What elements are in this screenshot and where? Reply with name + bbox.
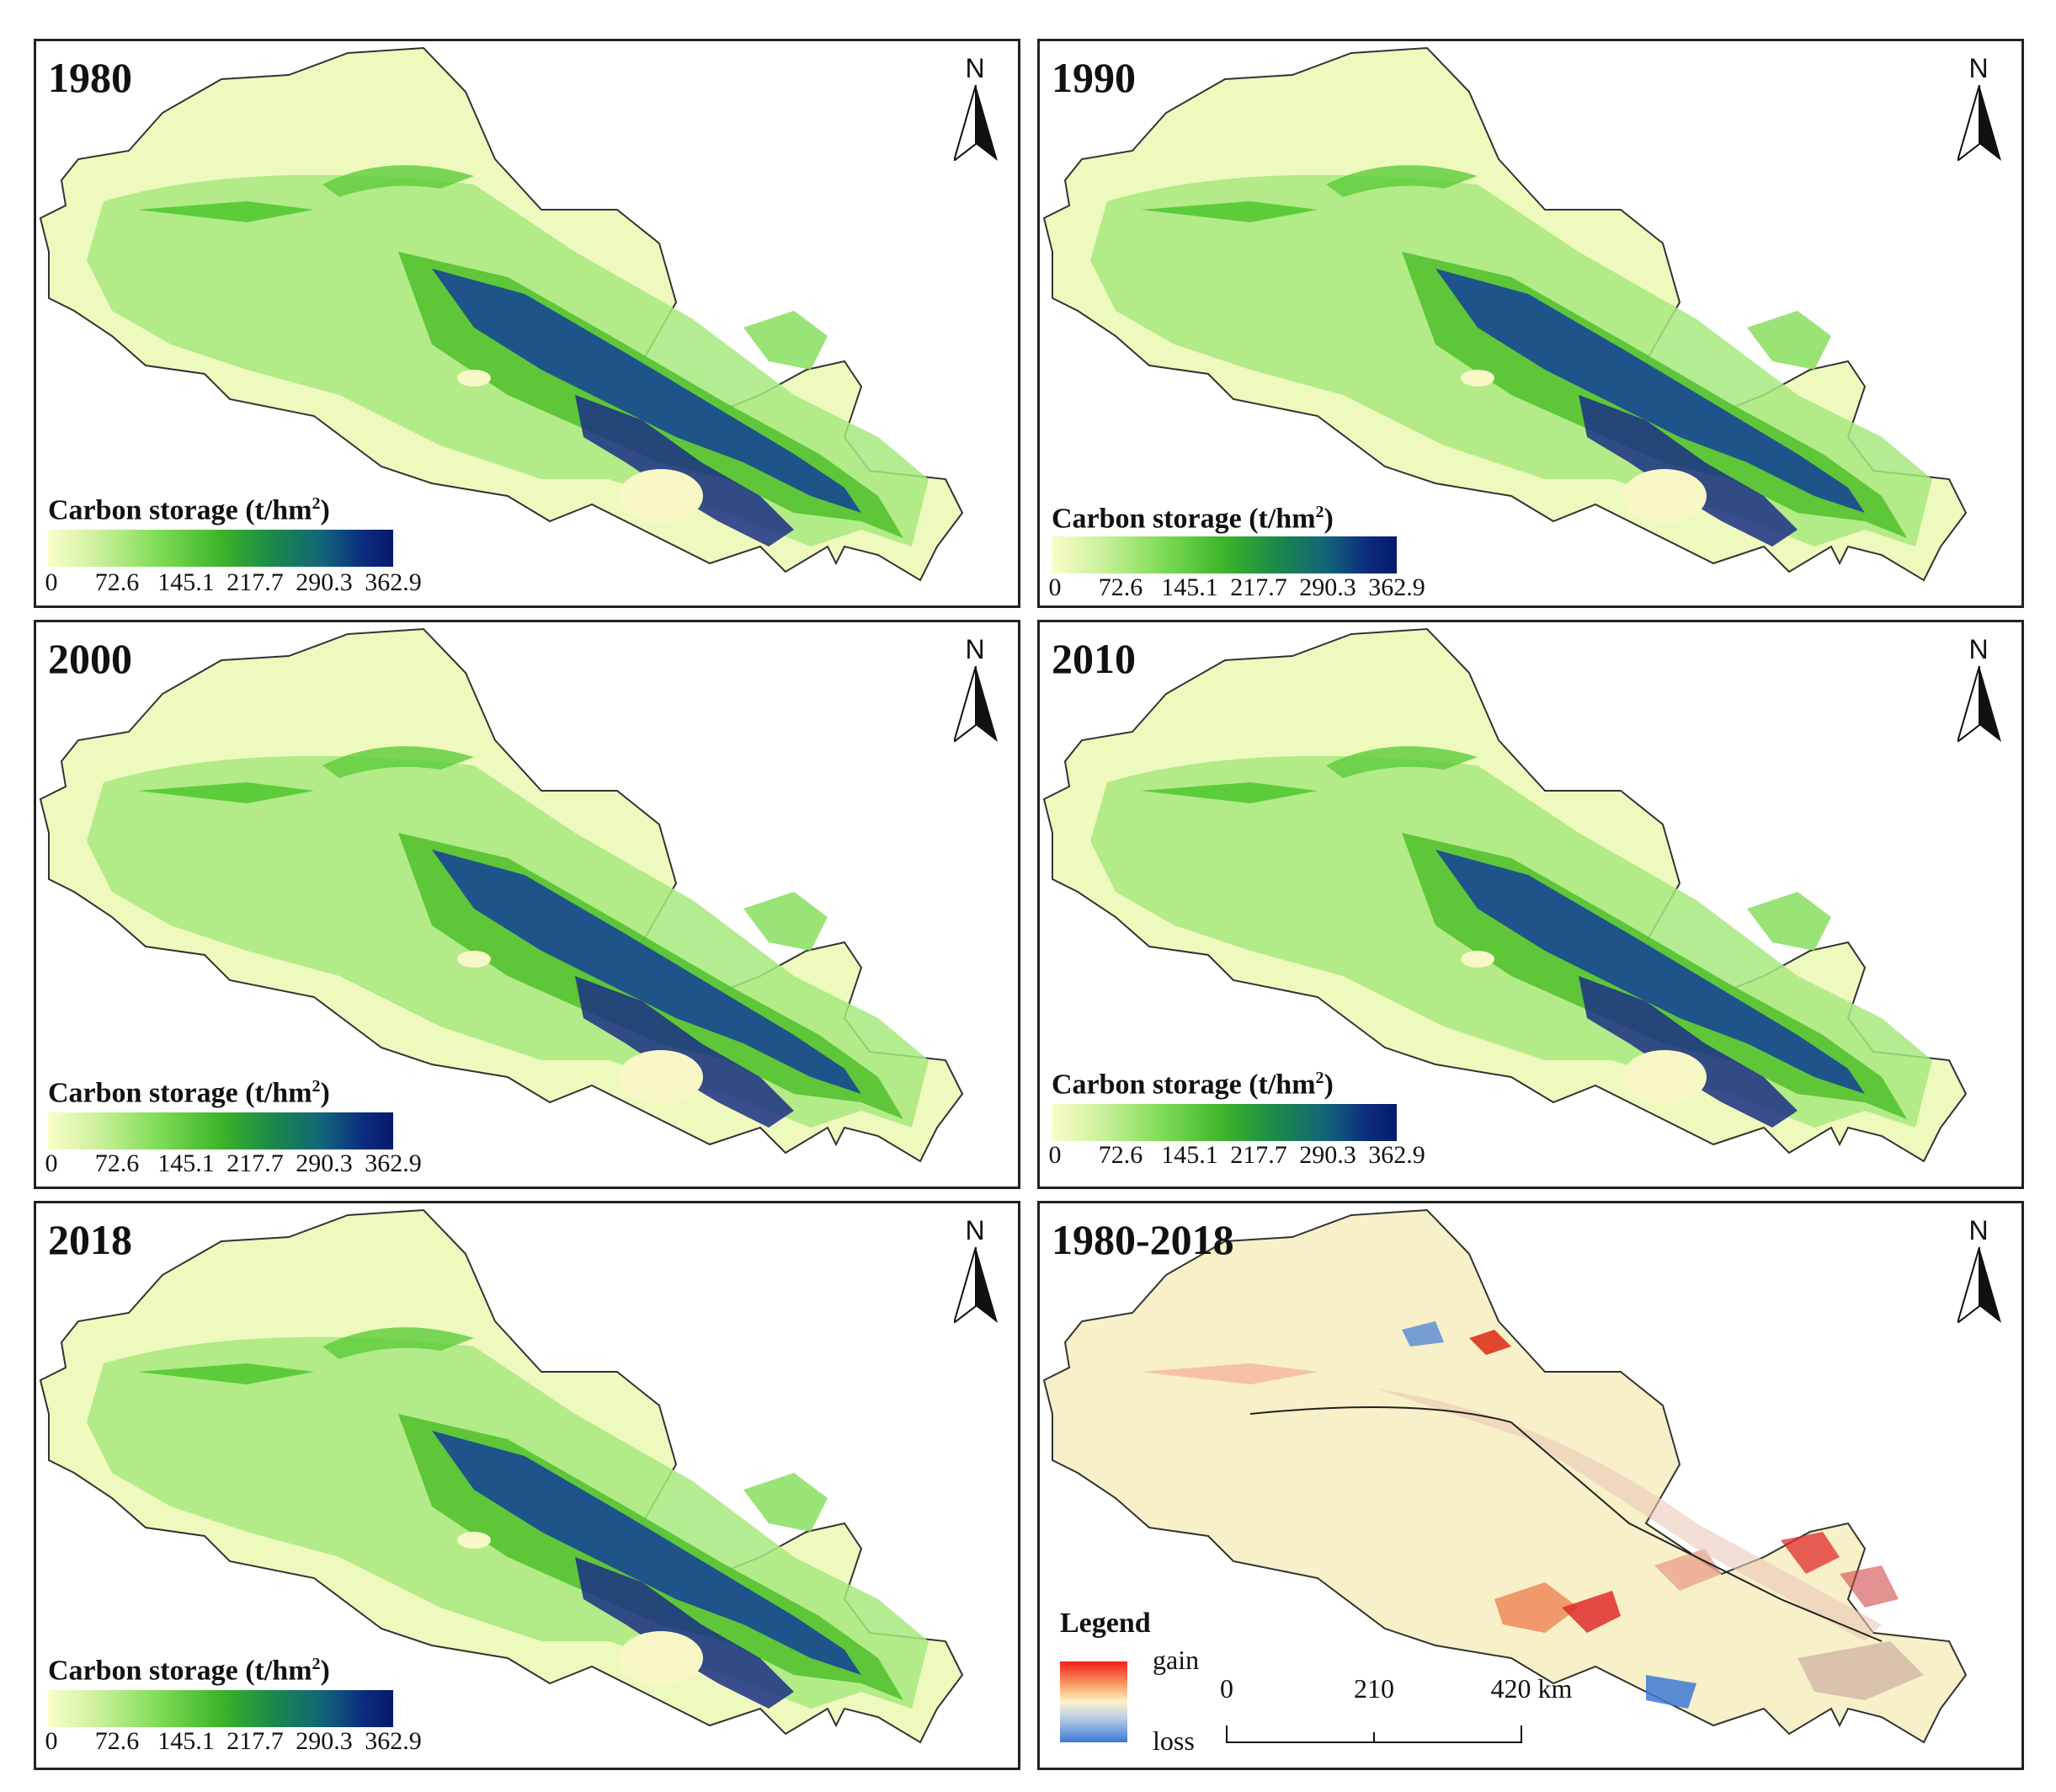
legend-tick: 72.6 [94, 1149, 140, 1177]
legend-tick: 145.1 [157, 1727, 215, 1755]
legend-title: Carbon storage (t/hm2) [48, 494, 330, 526]
legend-tick: 0 [1048, 573, 1062, 601]
legend-color-ramp [1052, 1104, 1397, 1141]
map-panel-change: 1980-2018 N Legend gain loss 0 210 420 k… [1037, 1201, 2024, 1770]
legend-tick: 0 [45, 1149, 58, 1177]
north-arrow-icon: N [1949, 53, 2008, 163]
panel-year-label: 2010 [1052, 635, 1136, 682]
legend-tick: 145.1 [1161, 573, 1218, 601]
scale-bar [1226, 1725, 1522, 1743]
legend-tick: 290.3 [1299, 573, 1356, 601]
north-arrow-icon: N [1949, 1215, 2008, 1325]
legend-tick: 217.7 [1230, 1141, 1287, 1169]
legend-title: Carbon storage (t/hm2) [1052, 1069, 1334, 1101]
map-panel-1990: 1990 N Carbon storage (t/hm2) 0 72.6 145… [1037, 39, 2024, 608]
map-panel-1980: 1980 N Carbon storage (t/hm2) 0 72.6 145… [34, 39, 1020, 608]
legend-tick: 362.9 [365, 568, 422, 596]
legend-tick: 145.1 [1161, 1141, 1218, 1169]
legend-tick: 72.6 [94, 568, 140, 596]
legend-tick: 145.1 [157, 568, 215, 596]
scale-label: 420 km [1490, 1673, 1573, 1704]
legend-tick: 217.7 [1230, 573, 1287, 601]
legend-title: Carbon storage (t/hm2) [1052, 503, 1334, 535]
legend-tick: 362.9 [1368, 1141, 1425, 1169]
north-arrow-icon: N [1949, 634, 2008, 744]
legend-tick: 217.7 [226, 1149, 284, 1177]
legend-tick: 0 [45, 568, 58, 596]
carbon-storage-map-2010 [1043, 628, 1967, 1162]
legend-tick: 0 [45, 1727, 58, 1755]
legend-color-ramp [48, 530, 393, 567]
legend-color-ramp [1052, 536, 1397, 573]
scale-label: 210 [1354, 1673, 1394, 1704]
legend-tick: 290.3 [296, 1727, 353, 1755]
legend-title: Carbon storage (t/hm2) [48, 1077, 330, 1109]
legend-title: Carbon storage (t/hm2) [48, 1655, 330, 1687]
legend-tick: 362.9 [365, 1727, 422, 1755]
gain-label: gain [1153, 1645, 1200, 1675]
map-panel-2010: 2010 N Carbon storage (t/hm2) 0 72.6 145… [1037, 620, 2024, 1189]
loss-label: loss [1153, 1725, 1195, 1756]
north-arrow-icon: N [945, 53, 1004, 163]
legend-tick: 290.3 [296, 1149, 353, 1177]
map-panel-2018: 2018 N Carbon storage (t/hm2) 0 72.6 145… [34, 1201, 1020, 1770]
legend-tick: 217.7 [226, 1727, 284, 1755]
legend-tick: 362.9 [365, 1149, 422, 1177]
legend-tick: 72.6 [1098, 573, 1143, 601]
legend-tick: 290.3 [1299, 1141, 1356, 1169]
change-color-ramp [1060, 1661, 1127, 1742]
legend-tick: 0 [1048, 1141, 1062, 1169]
legend-color-ramp [48, 1690, 393, 1727]
panel-year-label: 1990 [1052, 54, 1136, 101]
legend-color-ramp [48, 1112, 393, 1149]
panel-year-label: 2018 [48, 1216, 132, 1263]
legend-tick: 145.1 [157, 1149, 215, 1177]
scale-label: 0 [1220, 1673, 1233, 1704]
legend-tick: 72.6 [1098, 1141, 1143, 1169]
legend-tick: 217.7 [226, 568, 284, 596]
north-arrow-icon: N [945, 1215, 1004, 1325]
panel-year-label: 1980 [48, 54, 132, 101]
panel-year-label: 2000 [48, 635, 132, 682]
legend-tick: 72.6 [94, 1727, 140, 1755]
change-legend-title: Legend [1060, 1608, 1151, 1639]
north-arrow-icon: N [945, 634, 1004, 744]
panel-year-label: 1980-2018 [1052, 1216, 1234, 1263]
legend-tick: 290.3 [296, 568, 353, 596]
map-panel-2000: 2000 N Carbon storage (t/hm2) 0 72.6 145… [34, 620, 1020, 1189]
legend-tick: 362.9 [1368, 573, 1425, 601]
